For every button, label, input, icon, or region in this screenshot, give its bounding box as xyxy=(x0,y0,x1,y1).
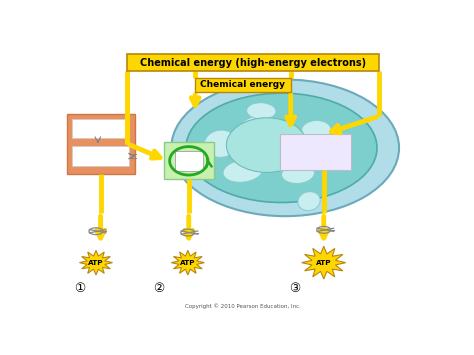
Ellipse shape xyxy=(186,93,377,202)
Ellipse shape xyxy=(298,192,320,211)
FancyBboxPatch shape xyxy=(280,134,351,170)
Polygon shape xyxy=(80,250,112,275)
Ellipse shape xyxy=(321,140,348,164)
Text: ATP: ATP xyxy=(88,260,104,266)
Text: ATP: ATP xyxy=(316,260,331,266)
Ellipse shape xyxy=(265,137,294,162)
Ellipse shape xyxy=(223,160,263,182)
FancyBboxPatch shape xyxy=(195,78,291,92)
Text: Copyright © 2010 Pearson Education, Inc.: Copyright © 2010 Pearson Education, Inc. xyxy=(185,304,301,309)
Ellipse shape xyxy=(302,120,331,140)
Ellipse shape xyxy=(227,118,307,173)
Ellipse shape xyxy=(282,164,314,184)
Text: ATP: ATP xyxy=(180,260,196,266)
FancyBboxPatch shape xyxy=(127,54,379,71)
Ellipse shape xyxy=(204,130,237,157)
Text: Chemical energy: Chemical energy xyxy=(201,80,285,89)
FancyBboxPatch shape xyxy=(164,142,213,179)
FancyBboxPatch shape xyxy=(72,147,129,165)
FancyBboxPatch shape xyxy=(175,151,202,171)
Text: Chemical energy (high-energy electrons): Chemical energy (high-energy electrons) xyxy=(140,58,366,68)
Polygon shape xyxy=(171,250,204,275)
FancyBboxPatch shape xyxy=(72,119,129,138)
Ellipse shape xyxy=(246,103,276,119)
FancyBboxPatch shape xyxy=(66,114,135,174)
Ellipse shape xyxy=(240,116,275,138)
Text: ①: ① xyxy=(74,282,85,295)
Ellipse shape xyxy=(171,80,399,216)
Text: ③: ③ xyxy=(289,282,300,295)
Text: ②: ② xyxy=(153,282,164,295)
Polygon shape xyxy=(301,246,346,279)
